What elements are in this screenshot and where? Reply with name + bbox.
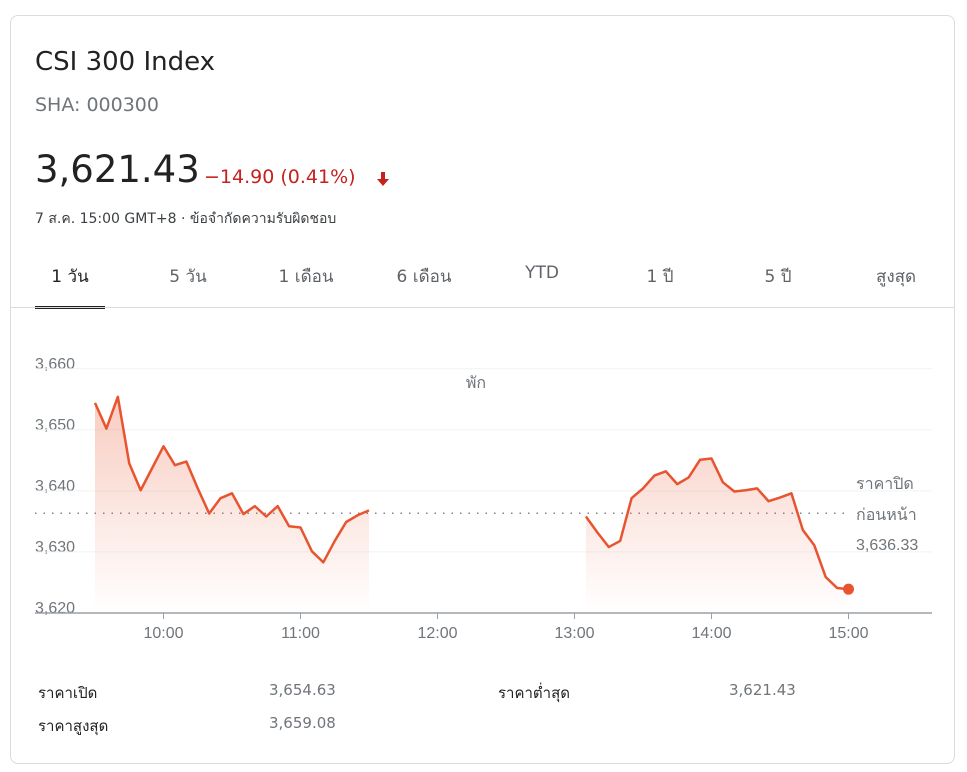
stat-value: 3,621.43 xyxy=(729,681,796,699)
previous-close-label: ก่อนหน้า xyxy=(856,506,917,524)
break-label: พัก xyxy=(466,375,486,392)
tab[interactable]: YTD xyxy=(525,263,559,283)
tab[interactable]: 1 เดือน xyxy=(278,267,334,287)
x-tick-label: 13:00 xyxy=(554,625,594,642)
tab[interactable]: 6 เดือน xyxy=(396,267,452,287)
tab[interactable]: 5 วัน xyxy=(169,267,207,287)
x-tick-label: 10:00 xyxy=(143,625,183,642)
x-tick-label: 15:00 xyxy=(828,625,868,642)
timestamp: 7 ส.ค. 15:00 GMT+8 · ข้อจำกัดความรับผิดช… xyxy=(35,211,337,227)
price: 3,621.43 xyxy=(35,148,200,191)
tab[interactable]: 1 ปี xyxy=(646,267,674,287)
x-tick-label: 11:00 xyxy=(281,625,320,642)
chart: 3,620 3,630 3,640 3,650 3,660 10:00 11:00 12:00… xyxy=(35,356,932,642)
y-tick-label: 3,660 xyxy=(35,356,75,373)
divider xyxy=(10,307,955,308)
stat-label: ราคาเปิด xyxy=(38,684,98,702)
previous-close-value: 3,636.33 xyxy=(856,537,918,554)
stat-value: 3,659.08 xyxy=(269,714,336,732)
title: CSI 300 Index xyxy=(35,47,216,77)
stat-label: ราคาต่ำสุด xyxy=(498,684,570,702)
last-point xyxy=(843,583,854,595)
change: −14.90 (0.41%) xyxy=(204,166,356,188)
stat-label: ราคาสูงสุด xyxy=(38,717,109,735)
y-tick-label: 3,650 xyxy=(35,417,75,434)
y-tick-label: 3,620 xyxy=(35,600,75,617)
area xyxy=(95,396,849,613)
down-arrow xyxy=(377,172,389,186)
y-tick-label: 3,630 xyxy=(35,539,75,556)
tab[interactable]: 1 วัน xyxy=(51,267,89,287)
x-tick-label: 12:00 xyxy=(417,625,457,642)
ticker: SHA: 000300 xyxy=(35,94,159,116)
y-tick-label: 3,640 xyxy=(35,478,75,495)
stat-value: 3,654.63 xyxy=(269,681,336,699)
x-tick-label: 14:00 xyxy=(691,625,731,642)
card xyxy=(10,15,955,764)
price-line xyxy=(93,395,849,591)
tab[interactable]: 5 ปี xyxy=(764,267,792,287)
previous-close-label: ราคาปิด xyxy=(856,476,914,493)
tab[interactable]: สูงสุด xyxy=(875,267,917,287)
